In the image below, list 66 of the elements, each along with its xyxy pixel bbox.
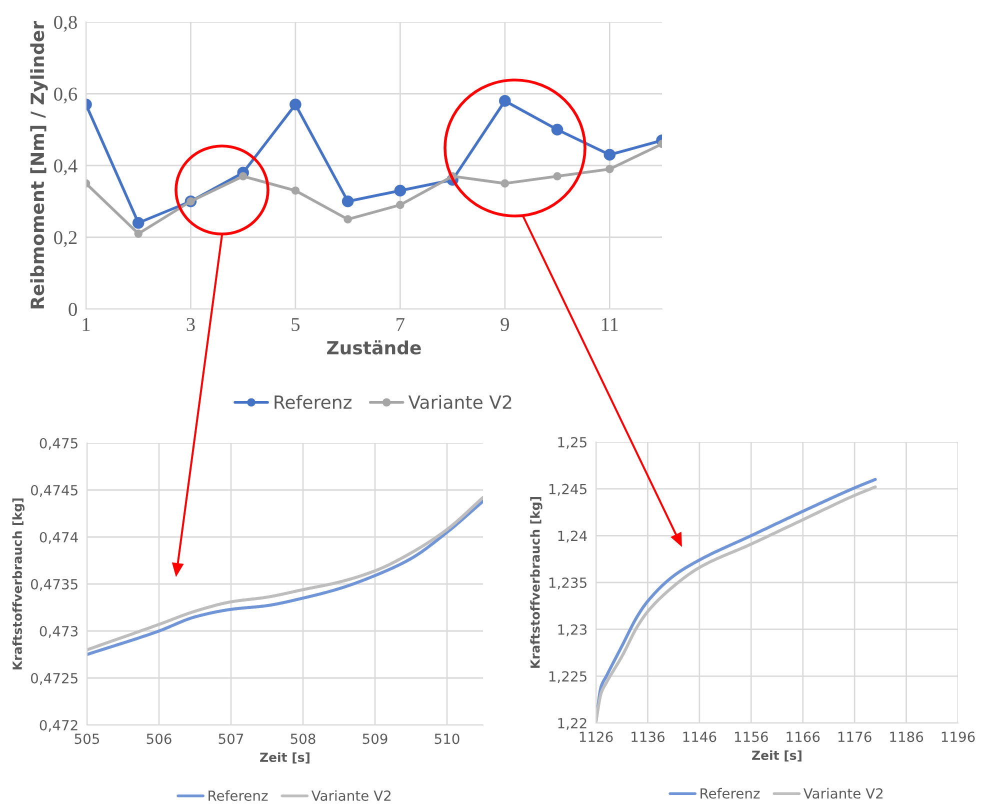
x-tick-label: 1146 [683,732,716,742]
x-tick-label: 1156 [734,732,768,742]
legend-label: Variante V2 [311,790,391,801]
y-tick-label: 1,225 [549,671,586,684]
point [605,164,614,174]
point [499,95,511,107]
x-axis-title: Zeit [s] [752,750,802,762]
x-tick-label: 9 [500,318,509,332]
y-tick-label: 1,23 [558,624,587,636]
y-tick-label: 1,22 [558,718,586,730]
x-tick-label: 506 [146,734,172,744]
x-tick-label: 7 [396,318,404,331]
point [394,184,406,197]
x-axis-title: Zeit [s] [260,752,310,764]
point [238,172,248,180]
x-tick-label: 1 [82,318,90,331]
x-tick-label: 507 [218,734,244,744]
point [290,98,302,110]
x-tick-label: 1166 [786,732,820,742]
legend-label: Referenz [208,790,268,801]
point [604,148,616,161]
y-tick-label: 0,4725 [30,672,78,685]
x-tick-label: 3 [186,318,195,332]
legend-label: Referenz [700,788,760,799]
y-tick-label: 0,474 [40,532,78,544]
legend-label: Variante V2 [408,394,512,409]
x-tick-label: 1126 [580,732,613,742]
y-tick-label: 1,24 [558,530,587,543]
y-tick-label: 0,475 [40,438,78,450]
x-tick-label: 11 [602,318,618,331]
x-tick-label: 1136 [632,732,665,742]
x-axis-title: Zustände [327,340,421,354]
y-tick-label: 0,4745 [30,484,78,497]
x-tick-label: 1176 [838,732,872,742]
point [344,215,352,224]
y-tick-label: 1,245 [549,484,586,496]
legend-label: Referenz [274,394,352,409]
point [342,195,354,208]
y-tick-label: 0,6 [54,88,78,104]
y-tick-label: 0,473 [40,626,78,638]
y-tick-label: 0,4 [54,159,78,176]
x-tick-label: 5 [292,318,300,332]
x-tick-label: 1186 [890,732,924,742]
point [134,229,143,238]
y-axis-title: Reibmoment [Nm] / Zylinder [30,21,48,308]
point [396,200,404,210]
y-tick-label: 1,25 [558,436,586,449]
point [553,172,562,180]
point [500,179,510,188]
point [132,216,144,229]
x-tick-label: 509 [362,734,388,744]
y-tick-label: 0 [68,302,77,316]
y-axis-title: Kraftstoffverbrauch [kg] [12,498,25,670]
y-tick-label: 0,4735 [30,578,78,591]
y-tick-label: 0,2 [54,231,77,247]
y-tick-label: 1,235 [549,577,586,590]
x-tick-label: 505 [74,734,100,744]
y-tick-label: 0,8 [54,16,77,32]
x-tick-label: 508 [290,734,316,744]
y-axis-title: Kraftstoffverbrauch [kg] [530,496,542,668]
x-tick-label: 510 [434,734,460,744]
point [551,124,564,136]
x-tick-label: 1196 [942,732,975,742]
legend-label: Variante V2 [803,788,883,799]
point [291,186,300,195]
y-tick-label: 0,472 [40,720,78,732]
